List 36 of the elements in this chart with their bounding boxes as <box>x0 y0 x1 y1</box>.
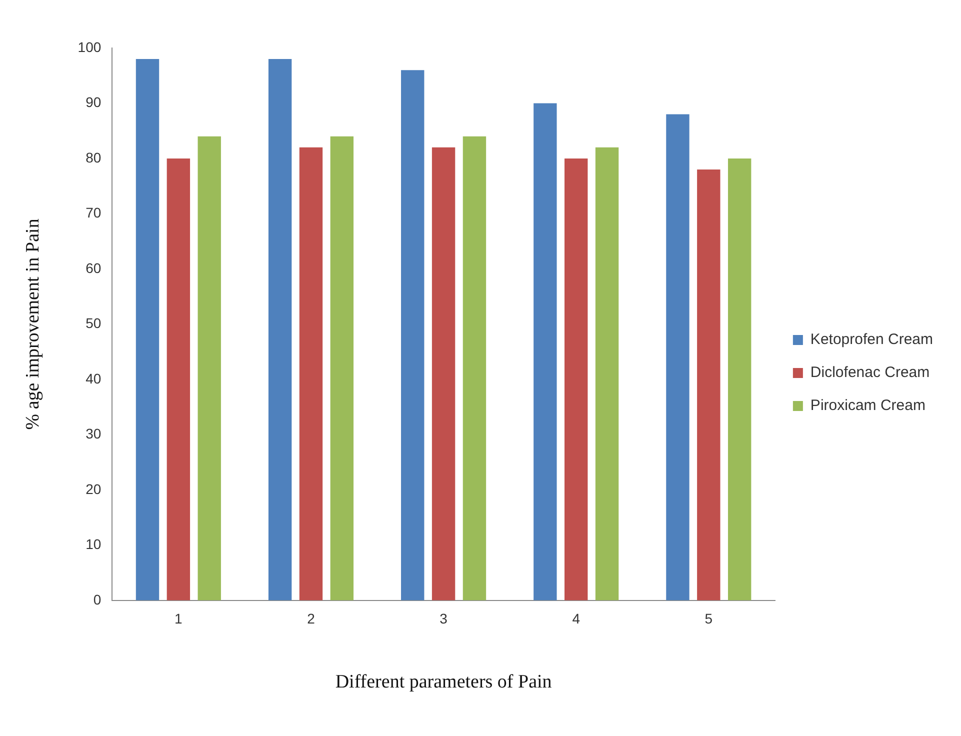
bar <box>136 59 160 600</box>
y-tick-label: 80 <box>86 149 102 166</box>
x-tick-label: 5 <box>704 610 713 627</box>
bar <box>198 136 221 600</box>
bar <box>268 59 292 600</box>
x-tick-label: 1 <box>174 610 183 627</box>
bar <box>401 70 424 600</box>
x-tick-label: 2 <box>307 610 316 627</box>
bar <box>564 158 588 600</box>
bar <box>666 114 690 600</box>
bar <box>330 136 354 600</box>
bar <box>299 147 323 600</box>
y-tick-label: 60 <box>86 260 102 276</box>
x-tick-label: 3 <box>440 610 448 627</box>
y-tick-label: 100 <box>78 38 102 55</box>
bar <box>728 158 752 600</box>
bar <box>462 136 486 600</box>
bar <box>432 147 456 600</box>
y-tick-label: 40 <box>86 370 102 386</box>
y-tick-label: 90 <box>86 94 102 110</box>
y-tick-label: 0 <box>93 591 102 608</box>
x-tick-label: 4 <box>572 610 580 627</box>
legend-label: Diclofenac Cream <box>810 364 930 382</box>
bar <box>697 170 720 600</box>
y-axis-title: % age improvement in Pain <box>22 218 44 430</box>
y-tick-label: 50 <box>86 315 102 332</box>
bar <box>595 147 619 600</box>
y-tick-label: 20 <box>86 480 102 497</box>
bar <box>166 158 190 600</box>
y-tick-label: 30 <box>86 426 102 442</box>
x-axis-title: Different parameters of Pain <box>335 672 552 693</box>
bar <box>534 103 557 600</box>
legend-label: Piroxicam Cream <box>810 397 926 414</box>
legend-label: Ketoprofen Cream <box>810 331 934 348</box>
y-tick-label: 10 <box>86 536 102 552</box>
y-tick-label: 70 <box>86 204 102 221</box>
